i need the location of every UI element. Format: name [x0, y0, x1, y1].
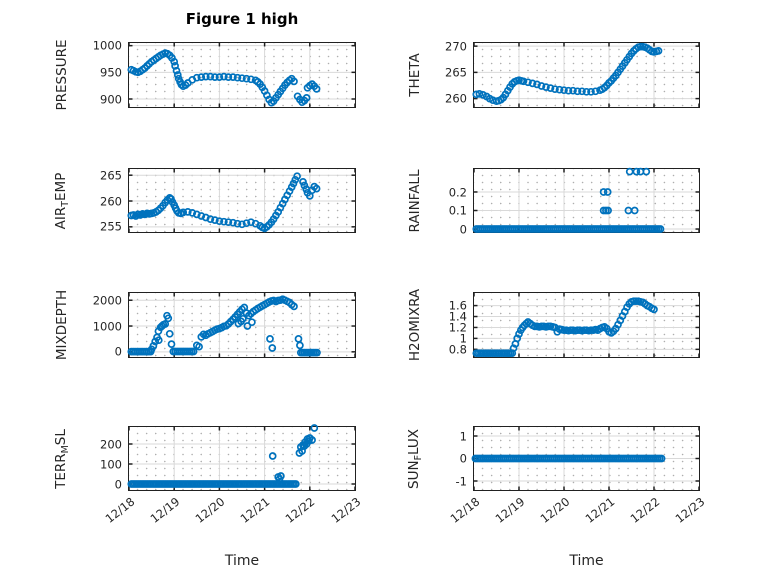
y-tick-label: 260 [100, 193, 122, 208]
plot-area [127, 168, 356, 233]
y-tick-label: 900 [100, 91, 122, 106]
x-tick-label: 12/18 [447, 494, 482, 526]
y-tick-label: 0 [459, 451, 467, 466]
y-tick-label: 1 [459, 428, 467, 443]
subplot-mixdepth: 0 1000 2000 MIXDEPTH [54, 290, 356, 360]
data-series [127, 424, 319, 488]
axis-ticks [473, 43, 700, 107]
subplot-air-temp: 255 260 265 AIRTEMP [53, 168, 356, 233]
y-tick-label: 950 [100, 65, 122, 80]
data-series [472, 297, 658, 358]
plot-area [472, 42, 700, 108]
data-series [471, 454, 666, 463]
subplot-rainfall: 0 0.1 0.2 RAINFALL [407, 167, 700, 234]
plot-area [471, 426, 700, 491]
subplot-sun-flux: -1 0 1 SUNFLUX 12/18 12/19 12/20 12/21 12/22 12/2… [406, 426, 707, 569]
y-tick-label: 255 [100, 219, 122, 234]
y-tick-label: 100 [100, 456, 122, 471]
y-tick-label: -1 [455, 473, 467, 488]
x-axis-label: Time [569, 553, 604, 569]
y-tick-label: 0.2 [448, 184, 467, 199]
subplot-pressure: 900 950 1000 PRESSURE [54, 40, 356, 110]
y-tick-label: 1000 [92, 38, 122, 53]
y-tick-label: 0.8 [448, 342, 467, 357]
x-tick-label: 12/20 [537, 494, 572, 526]
y-tick-label: 200 [100, 436, 122, 451]
y-tick-label: 0.1 [448, 203, 467, 218]
y-axis-label: AIRTEMP [53, 172, 71, 229]
x-tick-label: 12/20 [192, 494, 228, 526]
x-tick-label: 12/21 [237, 494, 273, 526]
figure-title: Figure 1 high [185, 10, 299, 28]
plot-area [127, 292, 356, 358]
y-tick-label: 1.4 [448, 309, 467, 324]
axis-ticks [473, 169, 700, 232]
grid-lines [474, 43, 699, 107]
y-axis-label: TERRMSL [53, 428, 71, 489]
y-axis-label: THETA [407, 53, 423, 97]
axis-ticks [128, 427, 356, 490]
data-series [127, 49, 321, 107]
y-tick-label: 0 [114, 344, 122, 359]
x-tick-label: 12/22 [627, 494, 662, 526]
y-tick-label: 270 [445, 38, 467, 53]
x-tick-label: 12/19 [492, 494, 527, 526]
data-series [127, 172, 321, 233]
y-tick-label: 1 [459, 331, 467, 346]
data-series [127, 295, 321, 357]
y-axis-label: MIXDEPTH [54, 289, 70, 361]
y-tick-label: 1.6 [448, 298, 467, 313]
grid-lines [129, 43, 355, 107]
y-axis-label: H2OMIXRA [407, 288, 423, 362]
plot-area [127, 42, 356, 108]
y-tick-label: 2000 [92, 293, 122, 308]
y-tick-label: 260 [445, 91, 467, 106]
subplot-theta: 260 265 270 THETA [407, 40, 700, 108]
x-tick-label: 12/19 [147, 494, 183, 526]
x-tick-label: 12/18 [102, 494, 137, 526]
y-tick-label: 265 [100, 168, 122, 183]
x-tick-label: 12/23 [328, 494, 363, 526]
y-tick-label: 0 [459, 221, 467, 236]
subplot-h2omixra: 0.8 1 1.2 1.4 1.6 H2OMIXRA [407, 289, 700, 361]
y-tick-label: 1.2 [448, 320, 467, 335]
grid-lines [474, 293, 699, 357]
axis-ticks [473, 293, 700, 357]
grid-lines [474, 169, 699, 232]
plot-area [127, 424, 356, 491]
y-axis-label: RAINFALL [407, 169, 423, 232]
x-tick-label: 12/21 [582, 494, 617, 526]
x-tick-label: 12/23 [672, 494, 707, 526]
y-tick-label: 0 [114, 476, 122, 491]
plot-area [472, 292, 700, 358]
y-tick-label: 265 [445, 65, 467, 80]
data-series [472, 42, 663, 106]
x-axis-label: Time [224, 553, 260, 569]
plot-area [472, 167, 700, 233]
y-tick-label: 1000 [92, 318, 122, 333]
data-series [472, 167, 665, 233]
axis-ticks [473, 427, 700, 490]
y-axis-label: SUNFLUX [406, 428, 424, 489]
y-axis-label: PRESSURE [54, 39, 70, 111]
subplot-terr-msl: 0 100 200 TERRMSL 12/18 12/19 12/20 12/21 12/22 1… [53, 424, 363, 569]
x-tick-label: 12/22 [283, 494, 318, 526]
